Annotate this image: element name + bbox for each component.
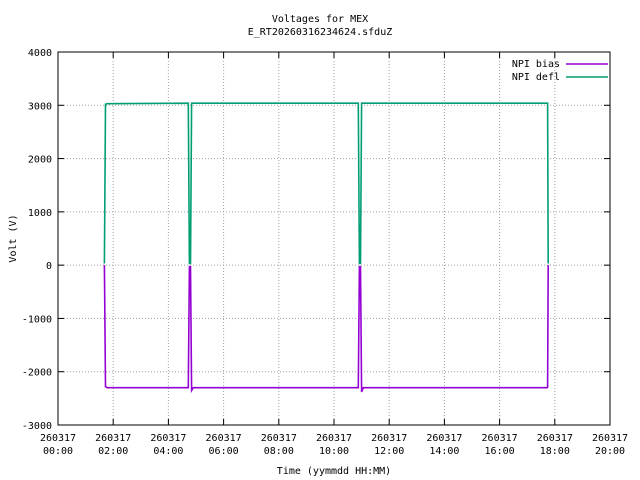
x-tick-label-time: 14:00 — [429, 446, 459, 457]
x-tick-label-date: 260317 — [261, 433, 297, 444]
y-tick-label: -1000 — [22, 314, 52, 325]
x-tick-label-time: 16:00 — [485, 446, 515, 457]
x-tick-label-date: 260317 — [150, 433, 186, 444]
x-tick-label-date: 260317 — [482, 433, 518, 444]
y-tick-label: 3000 — [28, 101, 52, 112]
y-tick-label: 2000 — [28, 155, 52, 166]
y-tick-label: 1000 — [28, 208, 52, 219]
x-tick-label-time: 06:00 — [209, 446, 239, 457]
x-tick-label-date: 260317 — [95, 433, 131, 444]
y-tick-label: 4000 — [28, 48, 52, 59]
y-axis-label: Volt (V) — [8, 214, 19, 262]
x-tick-label-date: 260317 — [426, 433, 462, 444]
x-tick-label-date: 260317 — [592, 433, 628, 444]
series-line-npi-bias — [103, 265, 550, 394]
x-tick-label-time: 10:00 — [319, 446, 349, 457]
series-line-npi-defl — [103, 102, 550, 265]
y-tick-label: 0 — [46, 261, 52, 272]
legend-label: NPI defl — [512, 72, 560, 83]
x-tick-label-date: 260317 — [537, 433, 573, 444]
x-tick-label-time: 02:00 — [98, 446, 128, 457]
x-tick-label-date: 260317 — [206, 433, 242, 444]
chart-title: Voltages for MEX — [271, 14, 369, 25]
x-tick-label-time: 08:00 — [264, 446, 294, 457]
x-tick-label-time: 20:00 — [595, 446, 625, 457]
x-tick-label-time: 18:00 — [540, 446, 570, 457]
x-tick-label-time: 04:00 — [153, 446, 183, 457]
plot-border — [57, 51, 611, 426]
x-tick-label-time: 00:00 — [43, 446, 73, 457]
x-tick-label-date: 260317 — [40, 433, 76, 444]
x-tick-label-time: 12:00 — [374, 446, 404, 457]
legend-label: NPI bias — [512, 59, 560, 70]
x-tick-label-date: 260317 — [371, 433, 407, 444]
y-tick-label: -2000 — [22, 368, 52, 379]
x-tick-label-date: 260317 — [316, 433, 352, 444]
x-axis-label: Time (yymmdd HH:MM) — [277, 466, 391, 477]
chart-subtitle: E_RT20260316234624.sfduZ — [247, 27, 393, 38]
y-tick-label: -3000 — [22, 421, 52, 432]
